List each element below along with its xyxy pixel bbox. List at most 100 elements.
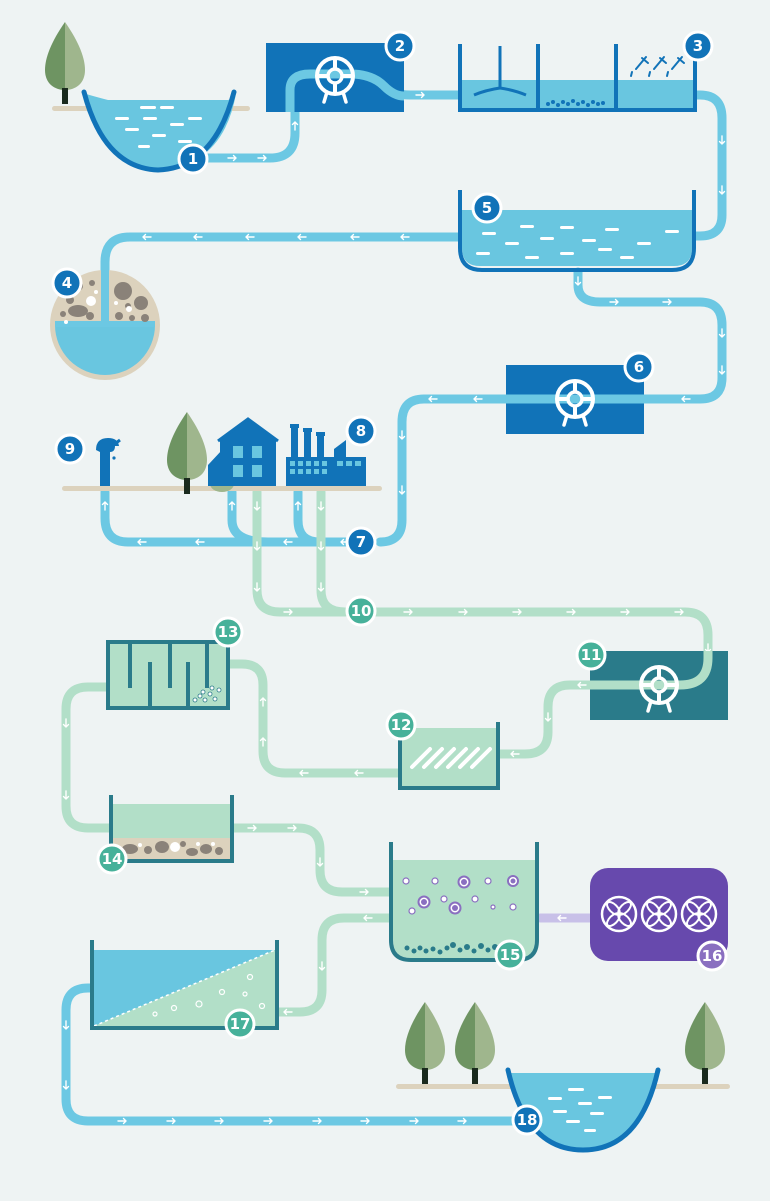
aeration-tank [389, 842, 539, 962]
badge-18: 18 [511, 1104, 543, 1136]
grit-removal [106, 640, 230, 710]
tree-icon [405, 1002, 445, 1084]
flow-arrow-icon [718, 185, 726, 195]
badge-10: 10 [345, 595, 377, 627]
activated-sludge [404, 942, 504, 955]
pipe-network-to-houses [227, 487, 273, 547]
svg-text:13: 13 [218, 623, 239, 641]
flow-arrow-icon [166, 1117, 176, 1125]
svg-text:10: 10 [351, 602, 372, 620]
flow-arrow-icon [403, 608, 413, 616]
flow-arrow-icon [415, 91, 425, 99]
badge-14: 14 [96, 843, 128, 875]
source-reservoir [45, 22, 237, 173]
sand-filter [50, 268, 160, 380]
svg-text:1: 1 [188, 150, 198, 168]
flow-arrow-icon [142, 233, 152, 241]
pipe-pump-to-network [375, 394, 513, 547]
flow-arrow-icon [316, 857, 324, 867]
flow-arrow-icon [662, 298, 672, 306]
flow-arrow-icon [609, 298, 619, 306]
flow-arrow-icon [350, 233, 360, 241]
flow-arrow-icon [718, 328, 726, 338]
svg-text:3: 3 [693, 37, 703, 55]
sewer-screening-to-grit [223, 659, 405, 778]
flow-arrow-icon [137, 538, 147, 546]
intake-pump [266, 43, 405, 112]
badge-17: 17 [224, 1008, 256, 1040]
badge-16: 16 [696, 940, 728, 972]
flow-arrow-icon [62, 1020, 70, 1030]
tree-icon [685, 1002, 725, 1084]
badge-3: 3 [682, 30, 714, 62]
screening [398, 722, 500, 790]
flow-arrow-icon [557, 914, 567, 922]
flow-arrow-icon [193, 233, 203, 241]
svg-text:5: 5 [482, 199, 492, 217]
flow-arrow-icon [312, 1117, 322, 1125]
step-badges: 1 2 3 4 5 6 7 8 9 10 11 12 13 14 15 16 1… [51, 30, 728, 1136]
flow-arrow-icon [574, 276, 582, 286]
tree-icon [167, 412, 207, 494]
wastewater-pump [590, 651, 728, 720]
badge-7: 7 [345, 526, 377, 558]
svg-text:11: 11 [581, 646, 602, 664]
pipe-network-to-factory [293, 487, 325, 547]
baffles [128, 642, 209, 708]
svg-text:6: 6 [634, 358, 644, 376]
flow-arrow-icon [577, 681, 587, 689]
flow-arrow-icon [117, 1117, 127, 1125]
flow-arrow-icon [227, 154, 237, 162]
flow-arrow-icon [400, 233, 410, 241]
pipe-reservoir-to-filter [100, 232, 465, 325]
floc-particles [546, 99, 605, 107]
flow-arrow-icon [363, 914, 373, 922]
flow-arrow-icon [681, 395, 691, 403]
sewer-from-factory [316, 487, 350, 617]
flow-arrow-icon [398, 485, 406, 495]
flow-arrow-icon [195, 538, 205, 546]
receiving-river [405, 1002, 725, 1153]
badge-11: 11 [575, 639, 607, 671]
flow-arrow-icon [318, 961, 326, 971]
svg-text:17: 17 [230, 1015, 251, 1033]
badge-12: 12 [385, 709, 417, 741]
flow-arrow-icon [253, 541, 261, 551]
coagulation-flocculation [458, 44, 697, 112]
grit-particles [192, 685, 222, 703]
flow-arrow-icon [512, 608, 522, 616]
flow-arrow-icon [458, 608, 468, 616]
svg-text:8: 8 [356, 422, 366, 440]
flow-arrow-icon [214, 1117, 224, 1125]
badge-1: 1 [177, 143, 209, 175]
tree-icon [45, 22, 85, 104]
flow-arrow-icon [283, 608, 293, 616]
flow-arrow-icon [101, 501, 109, 511]
screen-bars [410, 747, 492, 769]
flow-arrow-icon [263, 1117, 273, 1125]
flow-arrow-icon [253, 501, 261, 511]
secondary-clarifier [90, 940, 279, 1030]
air-blowers [590, 868, 728, 961]
flow-arrow-icon [62, 1080, 70, 1090]
flow-arrow-icon [228, 501, 236, 511]
flow-arrow-icon [62, 718, 70, 728]
flow-arrow-icon [245, 233, 255, 241]
flow-arrow-icon [294, 501, 302, 511]
svg-text:15: 15 [500, 946, 521, 964]
flow-arrow-icon [360, 1117, 370, 1125]
flow-arrow-icon [359, 888, 369, 896]
distribution-pump [506, 365, 644, 434]
badge-15: 15 [494, 939, 526, 971]
settled-particles [152, 973, 266, 1017]
flow-arrow-icon [473, 395, 483, 403]
flow-arrow-icon [317, 541, 325, 551]
sewer-settling-to-aeration [227, 823, 397, 897]
primary-settling [109, 795, 234, 863]
sludge [122, 841, 223, 856]
city-and-industry [167, 412, 366, 494]
flow-arrow-icon [566, 608, 576, 616]
badge-9: 9 [54, 433, 86, 465]
flow-arrow-icon [259, 737, 267, 747]
